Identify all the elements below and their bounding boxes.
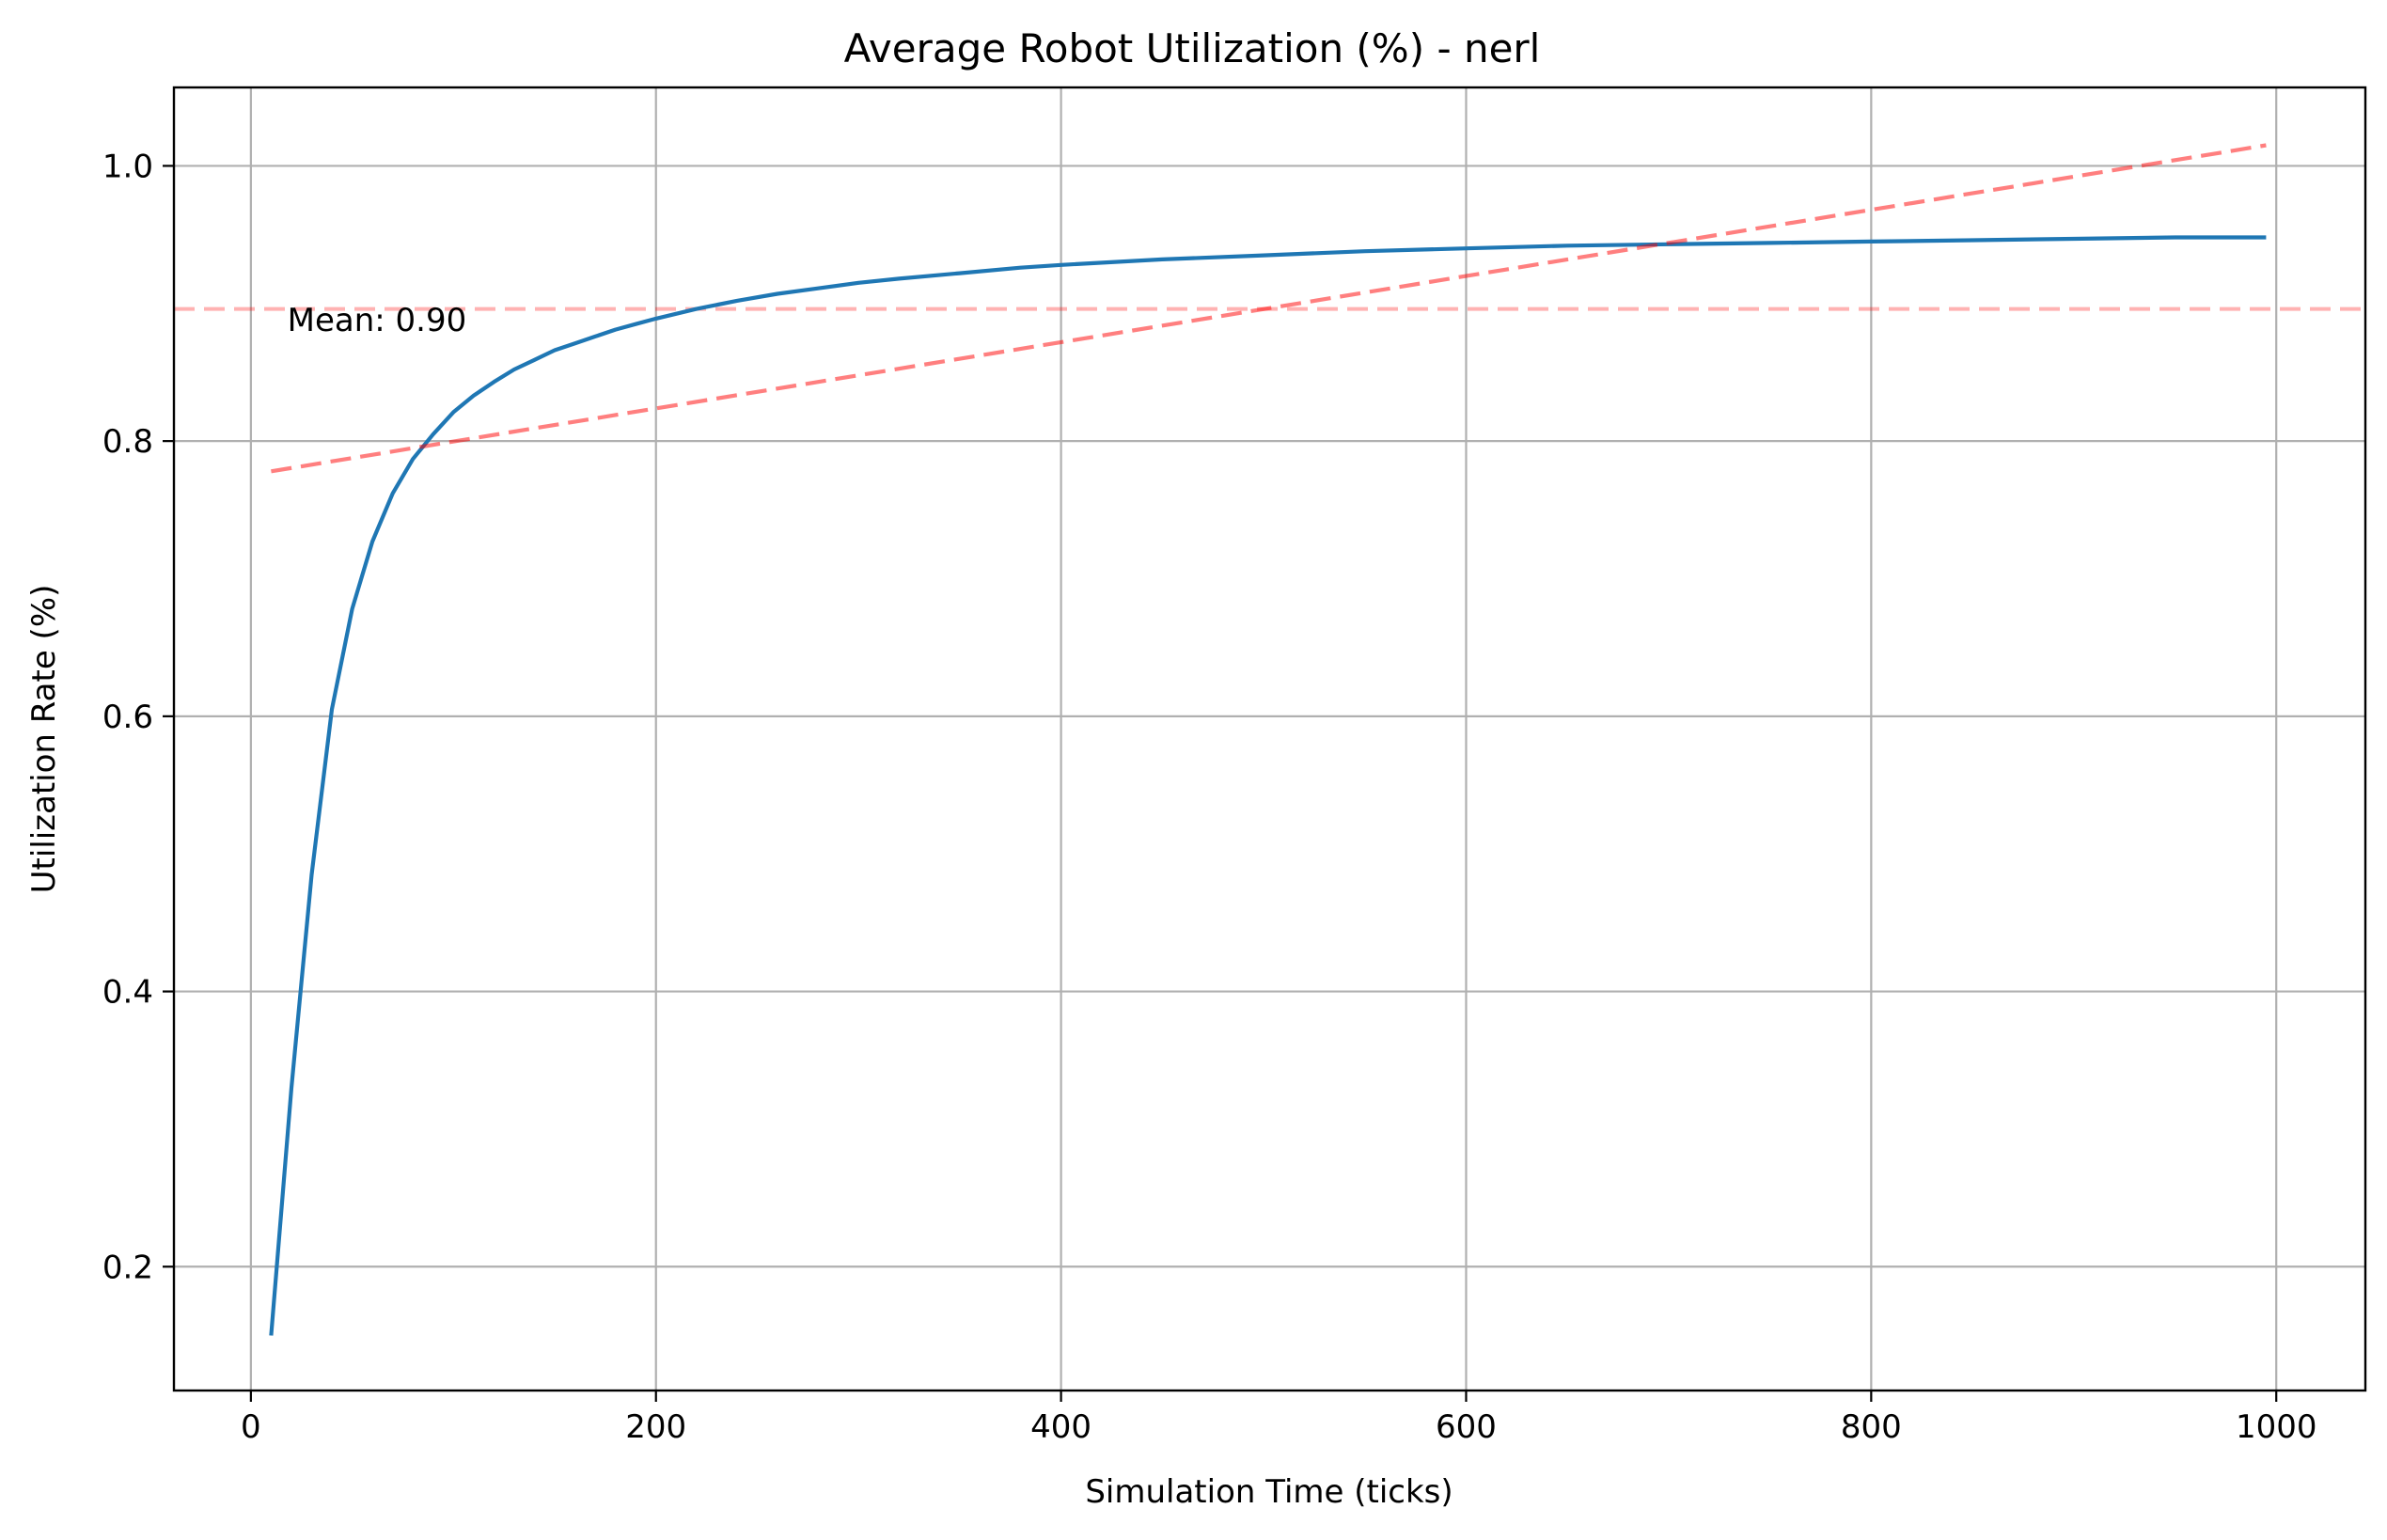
- x-axis-ticks: 0 200 400 600 800 1000: [241, 1391, 2316, 1446]
- series-lines: [269, 143, 2267, 1336]
- trend-line: [271, 143, 2267, 474]
- chart-title: Average Robot Utilization (%) - nerl: [844, 25, 1541, 71]
- x-tick-label: 1000: [2236, 1408, 2317, 1446]
- x-tick-label: 800: [1841, 1408, 1902, 1446]
- annotations: Mean: 0.90: [288, 302, 467, 339]
- y-tick-label: 0.4: [102, 974, 153, 1012]
- x-tick-label: 600: [1436, 1408, 1497, 1446]
- y-axis-label: Utilization Rate (%): [25, 585, 63, 894]
- y-tick-label: 1.0: [102, 148, 153, 185]
- x-axis-label: Simulation Time (ticks): [1085, 1473, 1453, 1511]
- x-tick-label: 200: [625, 1408, 686, 1446]
- x-tick-label: 0: [241, 1408, 261, 1446]
- utilization-series-line: [269, 235, 2267, 1336]
- grid-lines: [174, 87, 2365, 1391]
- x-tick-label: 400: [1030, 1408, 1091, 1446]
- y-tick-label: 0.8: [102, 423, 153, 461]
- y-axis-ticks: 0.2 0.4 0.6 0.8 1.0: [102, 148, 174, 1286]
- y-tick-label: 0.2: [102, 1249, 153, 1286]
- plot-frame: [172, 86, 2367, 1392]
- y-tick-label: 0.6: [102, 699, 153, 736]
- mean-annotation: Mean: 0.90: [288, 302, 467, 339]
